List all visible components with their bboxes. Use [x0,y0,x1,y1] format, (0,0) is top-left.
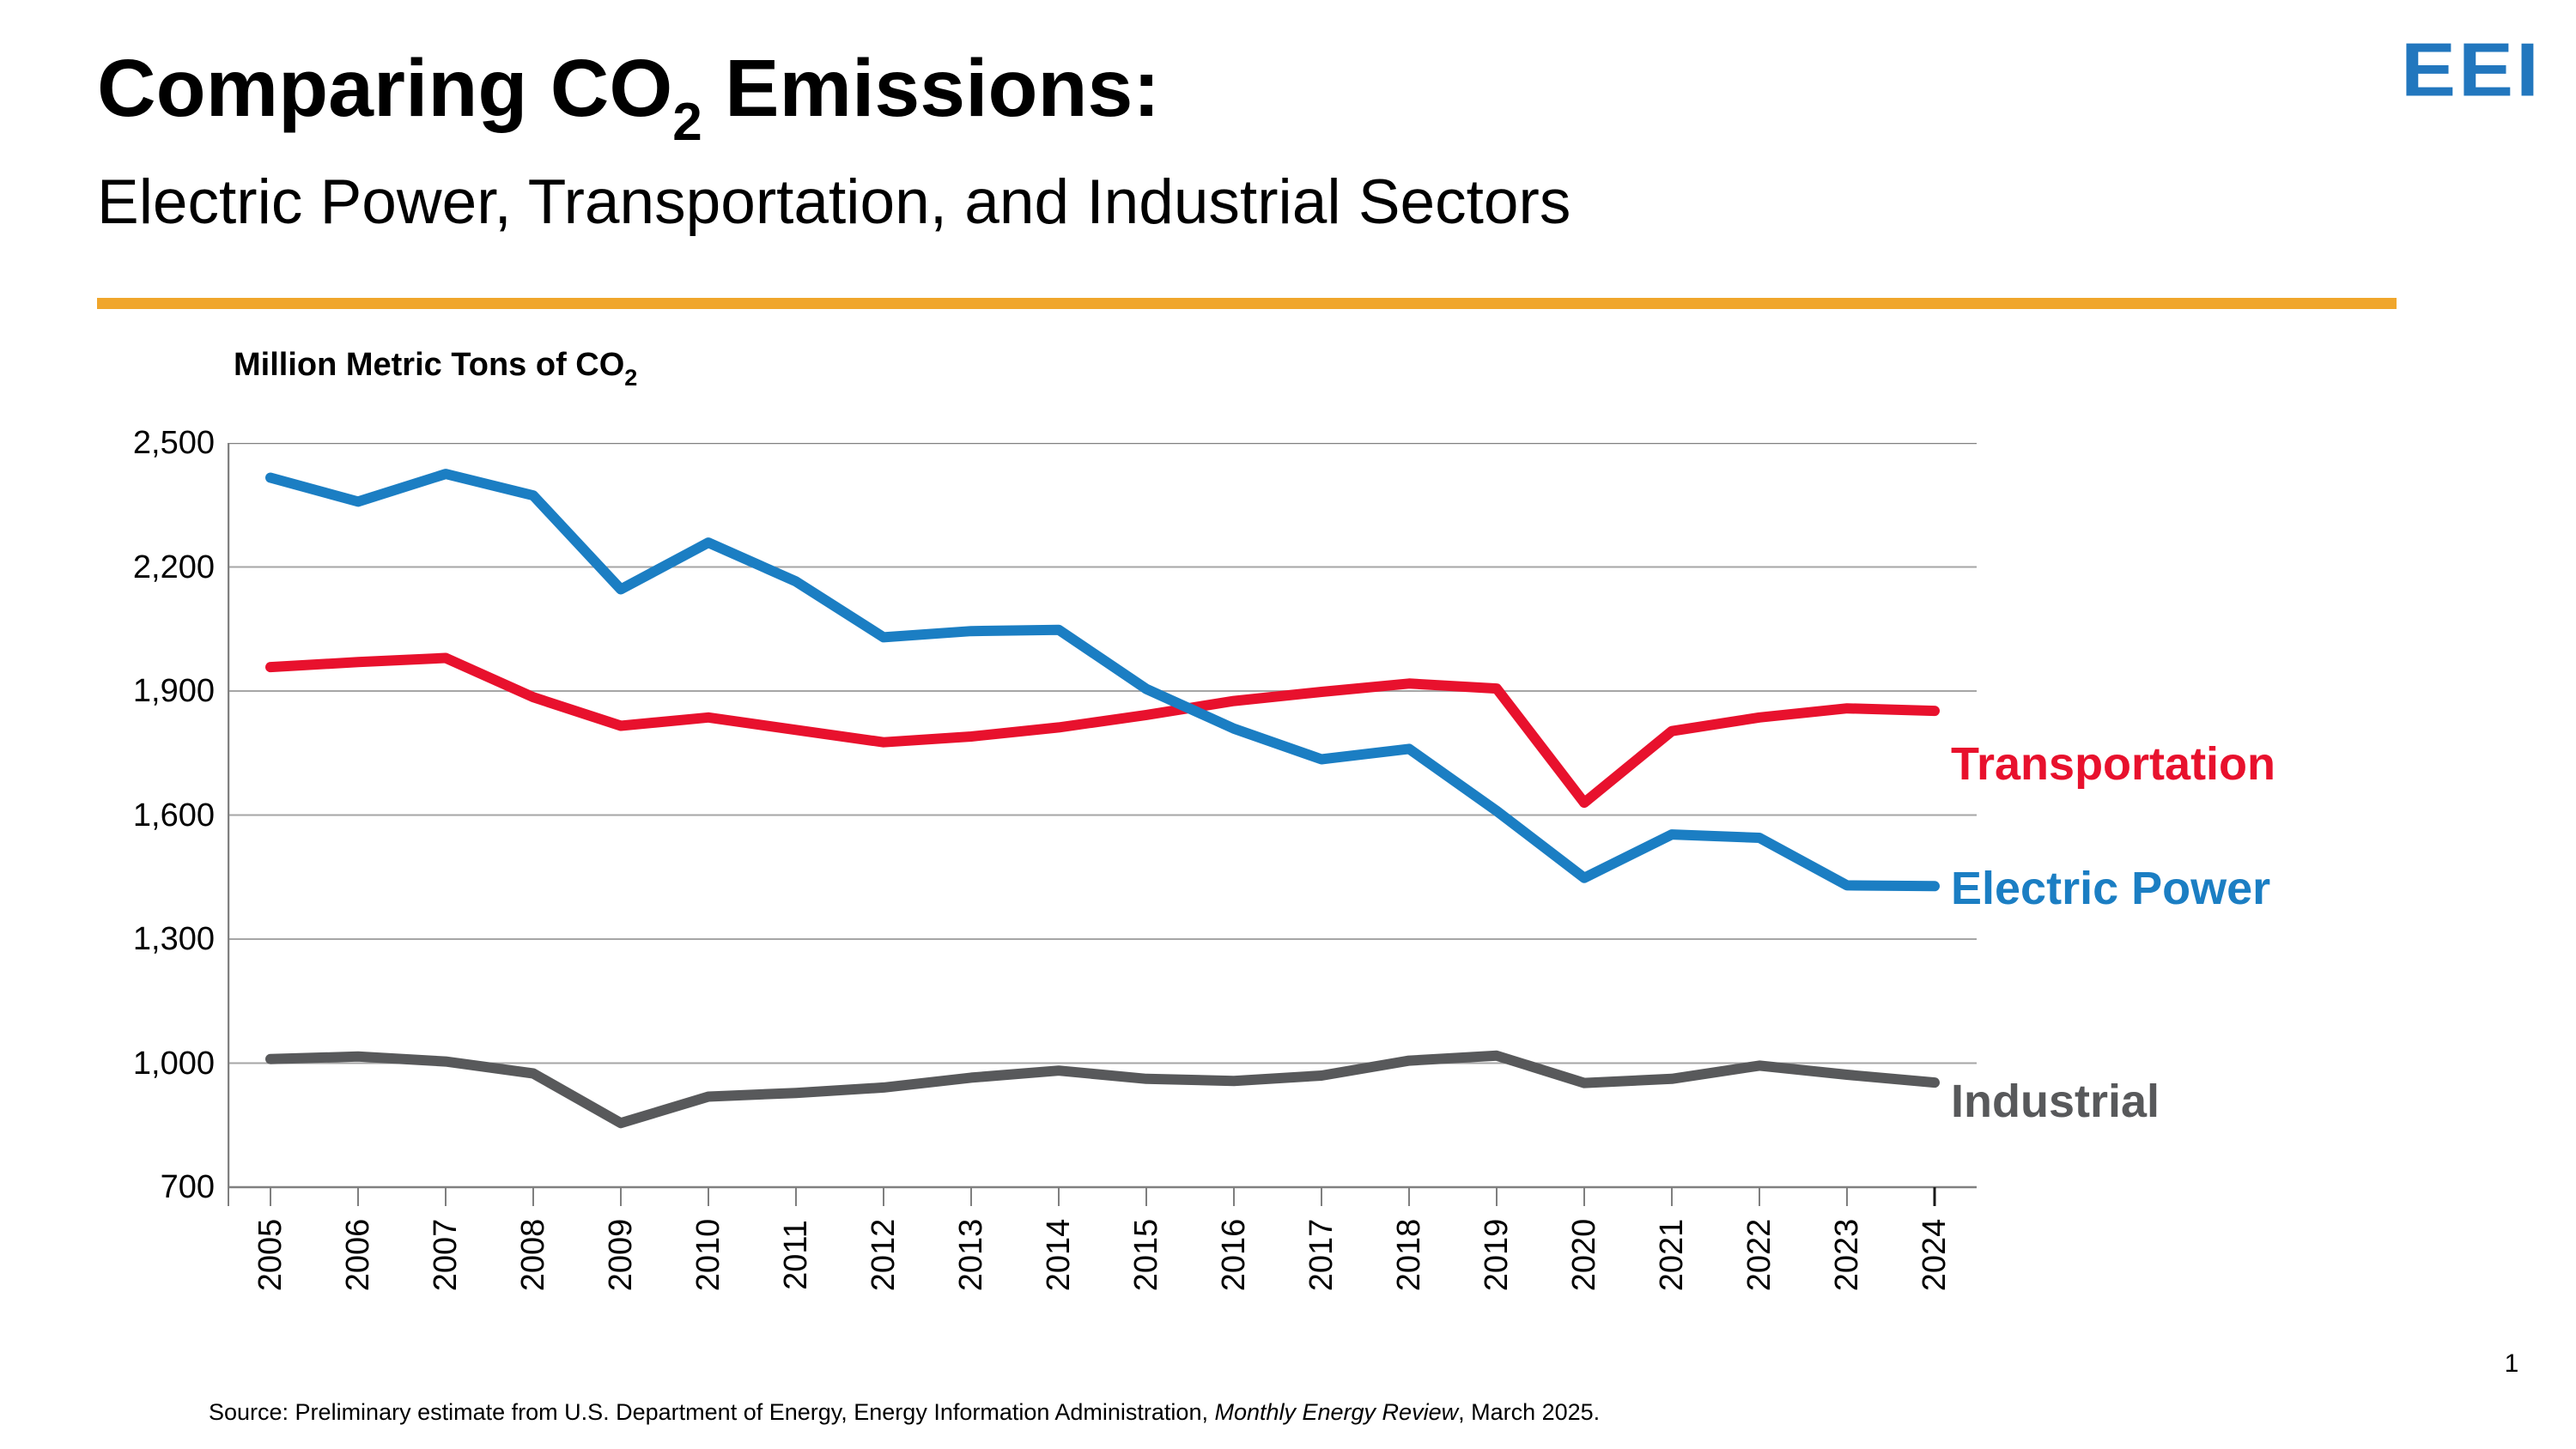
y-tick-label: 700 [160,1169,215,1205]
slide-title: Comparing CO2 Emissions: [97,43,1160,149]
x-tick-label: 2015 [1128,1218,1164,1292]
x-tick-label: 2009 [603,1218,639,1292]
x-tick-label: 2013 [953,1218,989,1292]
eei-logo: EEI [2401,27,2542,112]
page-number: 1 [2504,1349,2519,1378]
x-tick-label: 2022 [1741,1218,1777,1292]
x-tick-label: 2019 [1479,1218,1515,1292]
source-note: Source: Preliminary estimate from U.S. D… [209,1397,1600,1427]
source-text: Source: Preliminary estimate from U.S. D… [209,1399,1215,1425]
x-tick-label: 2007 [428,1218,464,1292]
plot-area [228,443,1977,1206]
x-tick-label: 2020 [1566,1218,1602,1292]
x-tick-label: 2023 [1829,1218,1865,1292]
series-label-transportation: Transportation [1951,738,2276,790]
series-line-transportation [265,652,1940,809]
y-axis-title-text: Million Metric Tons of CO [234,347,625,383]
series-label-industrial: Industrial [1951,1076,2160,1127]
source-suffix: , March 2025. [1458,1399,1601,1425]
series-line-industrial [265,1050,1940,1129]
source-publication: Monthly Energy Review [1214,1399,1459,1425]
x-tick-label: 2021 [1654,1218,1690,1292]
accent-rule [97,298,2397,309]
slide-subtitle: Electric Power, Transportation, and Indu… [97,167,1571,237]
y-axis-title: Million Metric Tons of CO2 [234,347,637,390]
x-tick-label: 2008 [515,1218,551,1292]
y-tick-label: 1,000 [132,1045,215,1082]
x-tick-label: 2018 [1391,1218,1427,1292]
x-tick-label: 2024 [1917,1218,1953,1292]
x-tick-label: 2010 [690,1218,726,1292]
title-subscript: 2 [672,93,702,152]
series-label-electric-power: Electric Power [1951,863,2271,914]
y-tick-label: 1,900 [132,673,215,709]
x-tick-label: 2017 [1303,1218,1340,1292]
y-tick-label: 1,300 [132,921,215,957]
x-tick-label: 2014 [1041,1218,1077,1292]
x-tick-label: 2005 [252,1218,289,1292]
x-tick-label: 2011 [778,1220,814,1290]
y-tick-label: 2,500 [132,425,215,461]
title-text: Comparing CO [97,43,673,134]
y-tick-label: 1,600 [132,797,215,834]
x-tick-label: 2016 [1216,1218,1252,1292]
x-tick-label: 2006 [340,1218,376,1292]
x-tick-label: 2012 [866,1218,902,1292]
y-tick-label: 2,200 [132,549,215,585]
y-axis-title-subscript: 2 [624,365,638,391]
series-line-electric-power [265,469,1940,892]
title-suffix: Emissions: [702,43,1160,134]
